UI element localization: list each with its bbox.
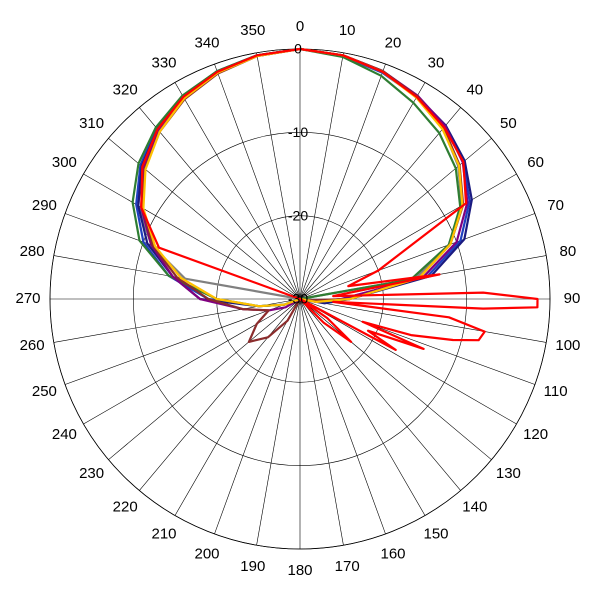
angle-tick-label: 110	[544, 383, 568, 400]
angle-tick-label: 60	[527, 154, 544, 171]
angle-tick-label: 230	[79, 465, 104, 482]
axis-labels: 0 10 20 30 40 50 60 70 80 90 100 110 120 130 140 150 160…	[15, 18, 580, 579]
angle-tick-label: 180	[287, 562, 312, 579]
grid-spoke	[299, 63, 386, 300]
angle-tick-label: 300	[52, 154, 77, 171]
angle-tick-label: 170	[335, 558, 360, 575]
angle-tick-label: 210	[151, 526, 176, 543]
series-trace-5	[140, 47, 469, 312]
grid-spoke	[299, 298, 386, 535]
angle-tick-label: 30	[428, 54, 445, 71]
angle-tick-label: 330	[151, 54, 176, 71]
angle-tick-label: 250	[32, 383, 57, 400]
grid-spoke	[174, 298, 301, 516]
grid-spoke	[139, 107, 301, 300]
grid-spoke	[299, 298, 517, 425]
angle-tick-label: 190	[240, 558, 265, 575]
grid-spoke	[299, 298, 344, 546]
radial-tick-label: -10	[288, 124, 308, 140]
angle-tick-label: 130	[496, 465, 521, 482]
grid-spoke	[299, 213, 536, 300]
angle-tick-label: 40	[466, 82, 483, 99]
grid-spoke	[299, 82, 426, 300]
series-trace-8	[140, 47, 539, 351]
series-trace-4	[131, 47, 462, 308]
angle-tick-label: 220	[113, 498, 138, 515]
grid-spoke	[299, 107, 461, 300]
grid-spoke	[214, 63, 301, 300]
angle-tick-label: 270	[15, 290, 40, 307]
angle-tick-label: 90	[564, 290, 581, 307]
grid-spoke	[83, 298, 301, 425]
grid-spoke	[108, 298, 301, 460]
grid-spoke	[299, 298, 426, 516]
angle-tick-label: 0	[296, 18, 304, 35]
angle-tick-label: 160	[380, 546, 405, 563]
radial-tick-label: 0	[294, 41, 302, 57]
grid-spoke	[299, 298, 547, 343]
angle-tick-label: 240	[52, 426, 77, 443]
angle-tick-label: 10	[339, 22, 356, 39]
radial-tick-label: -20	[288, 207, 308, 223]
grid-spoke	[299, 52, 344, 300]
grid-spoke	[299, 298, 536, 385]
angle-tick-label: 260	[20, 337, 45, 354]
grid-spoke	[299, 173, 517, 300]
grid-spoke	[83, 173, 301, 300]
angle-tick-label: 120	[523, 426, 548, 443]
angle-tick-label: 100	[555, 337, 580, 354]
angle-tick-label: 20	[385, 34, 402, 51]
radial-tick-label: -30	[288, 291, 308, 307]
grid-spoke	[64, 298, 301, 385]
grid-spoke	[299, 298, 492, 460]
angle-tick-label: 350	[240, 22, 265, 39]
grid-spoke	[256, 52, 301, 300]
angle-tick-label: 140	[462, 498, 487, 515]
angle-tick-label: 280	[20, 243, 45, 260]
grid-spoke	[214, 298, 301, 535]
angle-tick-label: 290	[32, 197, 57, 214]
angle-tick-label: 150	[423, 526, 448, 543]
angle-tick-label: 80	[560, 243, 577, 260]
series-trace-7	[142, 47, 464, 308]
angle-tick-label: 200	[194, 546, 219, 563]
series-traces	[131, 47, 539, 351]
grid-spoke	[139, 298, 301, 491]
grid-spoke	[256, 298, 301, 546]
angle-tick-label: 310	[79, 115, 104, 132]
angle-tick-label: 50	[500, 115, 517, 132]
angle-tick-label: 340	[194, 34, 219, 51]
grid-spoke	[299, 298, 461, 491]
angle-tick-label: 320	[113, 82, 138, 99]
angle-tick-label: 70	[547, 197, 564, 214]
grid-spoke	[174, 82, 301, 300]
